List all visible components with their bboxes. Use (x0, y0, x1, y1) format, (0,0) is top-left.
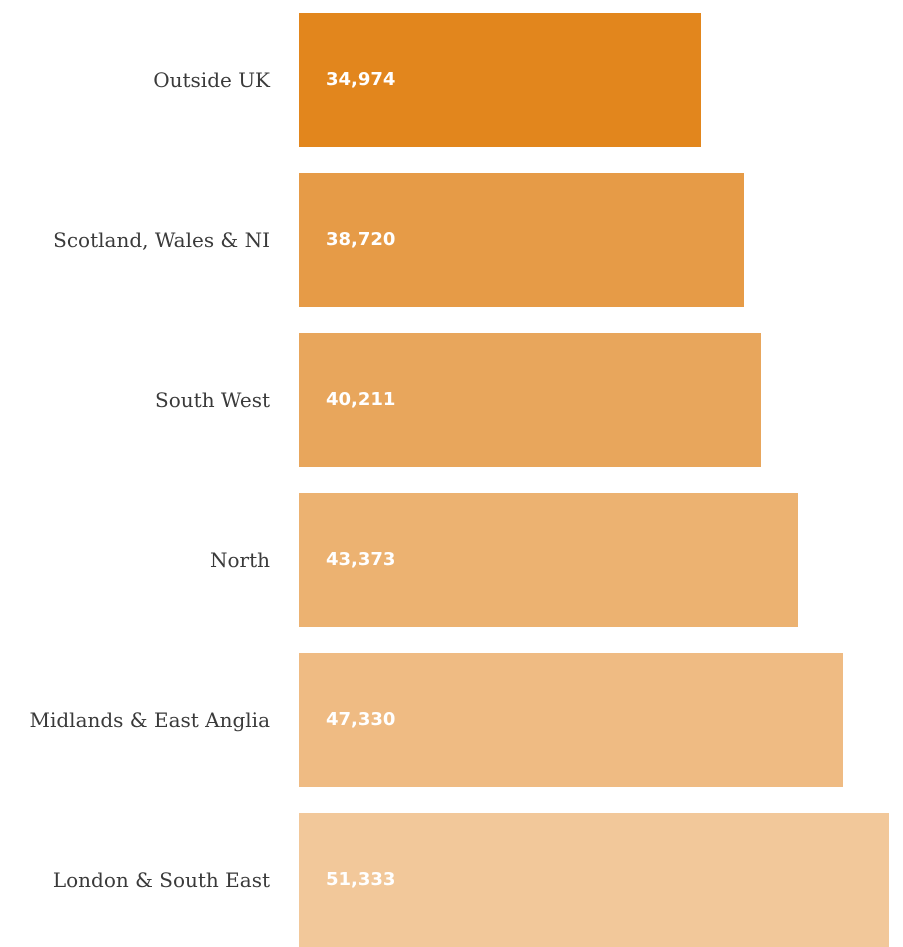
bar (299, 173, 744, 307)
bar-value-label: 38,720 (326, 229, 396, 250)
category-label: Midlands & East Anglia (29, 708, 271, 732)
category-label: South West (155, 388, 270, 412)
bar-value-label: 34,974 (326, 69, 396, 90)
bar (299, 333, 761, 467)
category-label: Outside UK (153, 68, 270, 92)
bar-value-label: 51,333 (326, 869, 396, 890)
bar (299, 493, 798, 627)
bar-value-label: 43,373 (326, 549, 396, 570)
bar (299, 653, 843, 787)
bar-value-label: 40,211 (326, 389, 396, 410)
category-label: North (209, 548, 270, 572)
bar (299, 813, 889, 947)
category-label: Scotland, Wales & NI (53, 228, 270, 252)
category-label: London & South East (52, 868, 270, 892)
bar (299, 13, 701, 147)
bar-value-label: 47,330 (326, 709, 396, 730)
